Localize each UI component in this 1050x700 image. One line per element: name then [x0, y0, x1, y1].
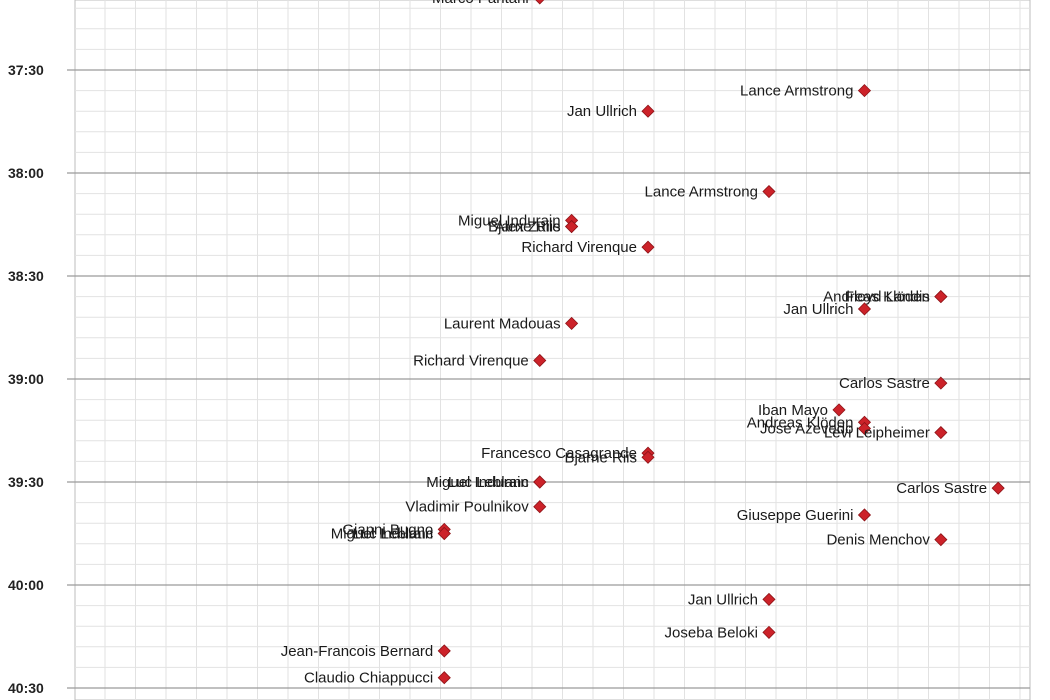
data-point-marker	[857, 84, 872, 98]
data-point-label: Floyd Landis	[845, 289, 930, 306]
data-point-label: Jan Ullrich	[567, 103, 637, 120]
data-point-label: Carlos Sastre	[896, 480, 987, 497]
data-point-marker	[857, 421, 872, 436]
data-point-label: Jan Ullrich	[688, 591, 758, 608]
data-point-label: Richard Virenque	[413, 352, 529, 369]
data-point-marker	[641, 240, 655, 254]
y-tick-label: 39:00	[8, 371, 44, 387]
data-point-label: Lance Armstrong	[740, 83, 853, 100]
y-tick-label: 40:30	[8, 680, 44, 696]
data-point-label: Levi Leipheimer	[824, 425, 930, 442]
data-point-label: Iban Mayo	[758, 402, 828, 419]
data-point-label: Jean-Francois Bernard	[281, 643, 434, 660]
data-point-marker	[934, 376, 948, 390]
data-point-marker	[641, 104, 655, 118]
data-point-marker	[533, 353, 547, 368]
grid-lines	[67, 0, 1030, 700]
data-point-marker	[535, 0, 545, 5]
data-point-label: Alex Zulle	[495, 219, 561, 236]
y-tick-label: 38:00	[8, 165, 44, 181]
y-axis-ticks: 37:30 38:00 38:30 39:00 39:30 40:00 40:30	[8, 62, 44, 696]
data-point-marker	[762, 184, 776, 199]
data-point-label: Carlos Sastre	[839, 375, 930, 392]
data-point-label: Gianni Bugno	[342, 521, 433, 538]
data-point-label: Miguel Indurain	[331, 526, 434, 543]
data-point-marker	[857, 302, 872, 316]
data-point-label: Lance Armstrong	[645, 184, 758, 201]
data-point-marker	[565, 219, 579, 234]
data-point-marker	[437, 671, 451, 685]
data-point-label: Bjarne Riis	[488, 219, 561, 236]
data-point-marker	[437, 526, 451, 541]
data-point-label: Luc Leblanc	[448, 474, 529, 491]
data-point-label: Jan Ullrich	[783, 301, 853, 318]
y-tick-label: 38:30	[8, 268, 44, 284]
y-tick-label: 39:30	[8, 474, 44, 490]
data-point-label: Andreas Klöden	[823, 289, 930, 306]
data-point-marker	[934, 533, 948, 547]
data-point-marker	[641, 450, 655, 464]
data-point-label: Vladimir Poulnikov	[405, 499, 529, 516]
data-point-marker	[934, 290, 948, 304]
data-point-label: Denis Menchov	[826, 532, 930, 549]
data-point-label: Andreas Klöden	[747, 414, 854, 431]
data-point-label: Laurent Madouas	[444, 315, 561, 332]
plot-area	[74, 0, 1031, 700]
data-points: Marco Pantani Lance Armstrong Jan Ullrich L…	[281, 0, 1005, 687]
data-point-label: Claudio Chiappucci	[304, 670, 433, 687]
data-point-label: Miguel Indurain	[426, 474, 529, 491]
data-point-label: Giuseppe Guerini	[737, 507, 854, 524]
data-point-marker	[762, 625, 776, 639]
data-point-label: Bjarne Riis	[564, 449, 637, 466]
data-point-label: Luc Leblanc	[352, 526, 433, 543]
data-point-label: Joseba Beloki	[665, 624, 758, 641]
data-point-marker	[934, 425, 948, 440]
data-point-marker	[832, 403, 846, 417]
data-point-marker	[533, 475, 547, 489]
data-point-marker	[533, 500, 547, 514]
data-point-marker	[437, 644, 451, 658]
data-point-marker	[991, 481, 1005, 495]
data-point-label: Miguel Indurain	[458, 212, 561, 229]
data-point-marker	[762, 592, 776, 606]
data-point-label: Richard Virenque	[521, 239, 637, 256]
data-point-marker	[565, 316, 579, 330]
y-tick-label: 40:00	[8, 577, 44, 593]
data-point-label: Marco Pantani	[432, 0, 529, 7]
data-point-label: Jose Azevedo	[760, 420, 853, 437]
data-point-label: Francesco Casagrande	[481, 445, 637, 462]
data-point-marker	[857, 508, 872, 522]
y-tick-label: 37:30	[8, 62, 44, 78]
